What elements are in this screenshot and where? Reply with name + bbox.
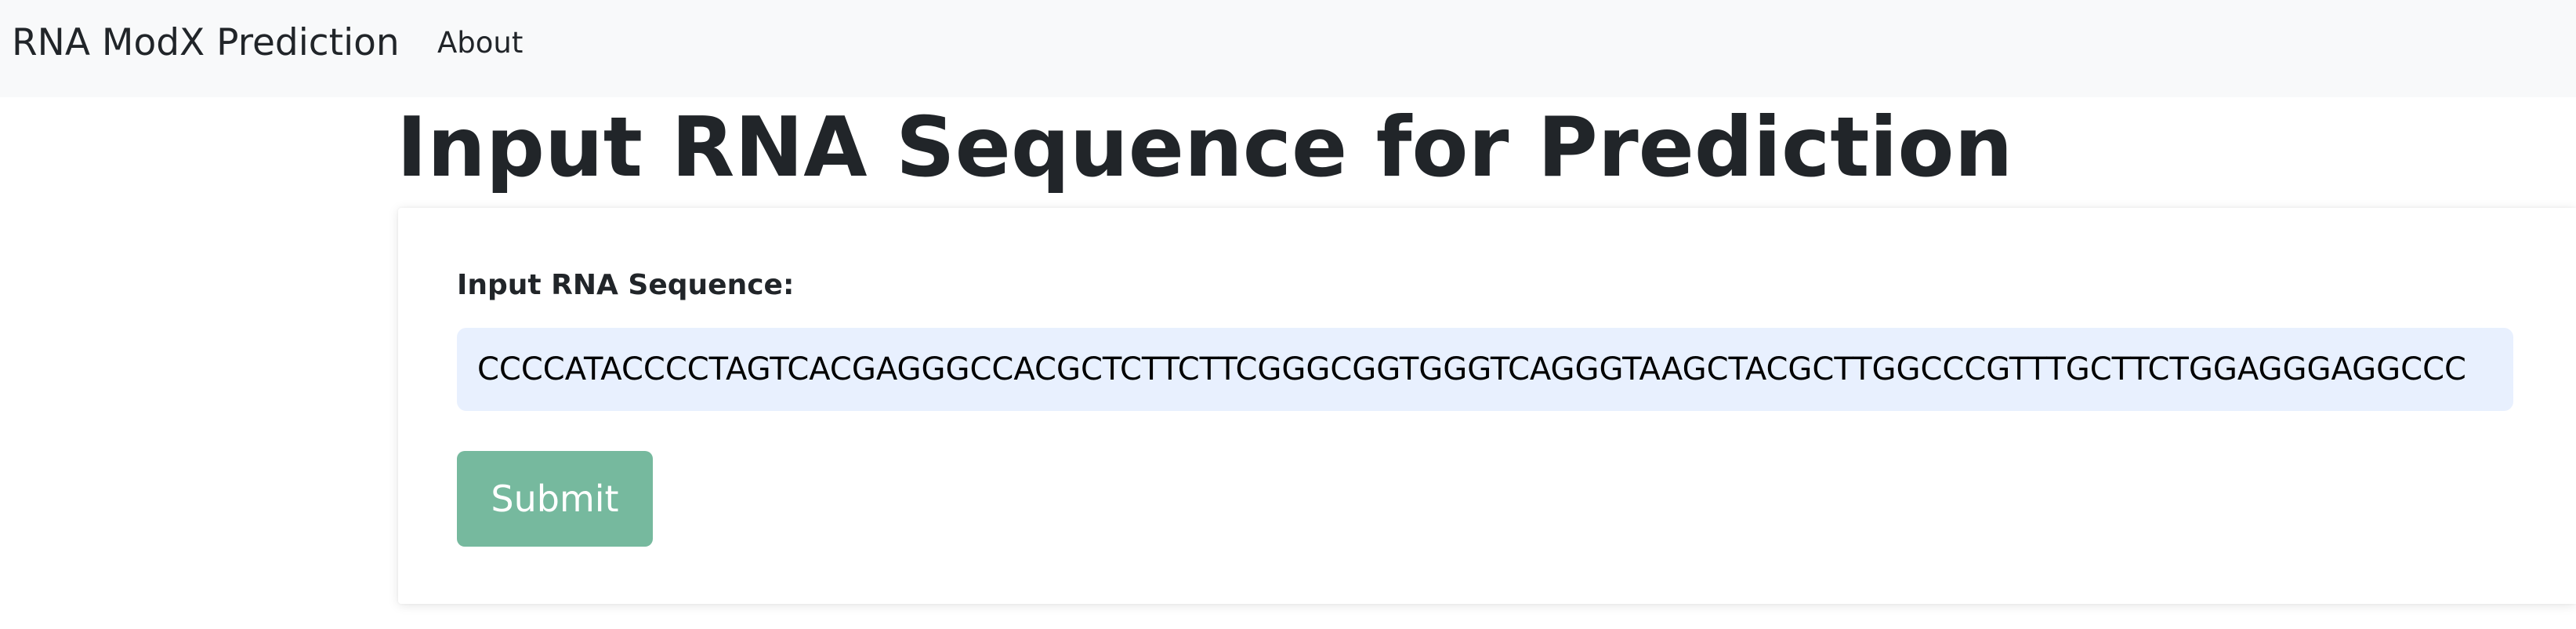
- page-title: Input RNA Sequence for Prediction: [397, 100, 2013, 195]
- navbar-brand[interactable]: RNA ModX Prediction: [12, 21, 400, 64]
- submit-button[interactable]: Submit: [457, 451, 653, 547]
- nav-link-about[interactable]: About: [437, 26, 524, 60]
- navbar: RNA ModX Prediction About: [0, 0, 2576, 97]
- sequence-label: Input RNA Sequence:: [457, 269, 795, 301]
- prediction-form-card: Input RNA Sequence: Submit: [398, 208, 2576, 604]
- rna-sequence-input[interactable]: [457, 328, 2513, 411]
